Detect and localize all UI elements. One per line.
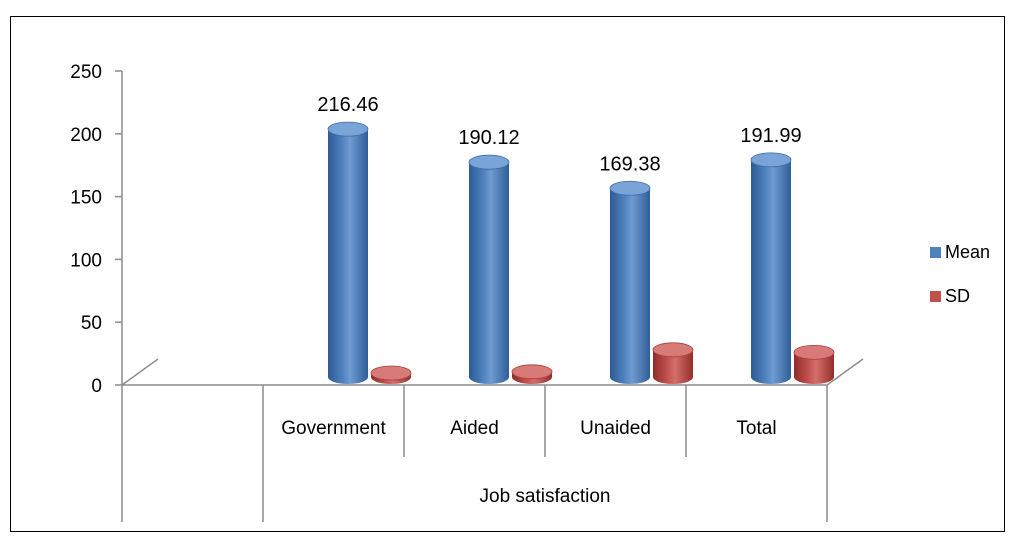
bar-mean xyxy=(609,180,651,384)
data-label: 169.38 xyxy=(599,153,660,175)
y-tick-label: 200 xyxy=(70,125,102,146)
bar-sd xyxy=(793,344,835,384)
data-label: 190.12 xyxy=(458,127,519,149)
floor-right-edge xyxy=(826,358,864,386)
legend-swatch-sd xyxy=(930,291,941,302)
category-label: Unaided xyxy=(580,418,651,439)
bar-sd xyxy=(511,364,553,384)
category-label: Total xyxy=(736,418,776,439)
y-tick-label: 0 xyxy=(91,376,102,397)
bar-mean xyxy=(468,154,510,384)
group-label: Job satisfaction xyxy=(480,486,611,507)
data-label: 216.46 xyxy=(317,94,378,116)
bar-sd xyxy=(652,342,694,384)
floor-left-edge xyxy=(121,358,159,386)
legend-label-sd: SD xyxy=(945,286,970,306)
chart-frame xyxy=(10,16,1005,532)
legend-swatch-mean xyxy=(930,247,941,258)
legend-label-mean: Mean xyxy=(945,242,990,262)
y-tick-label: 150 xyxy=(70,188,102,209)
y-tick-label: 50 xyxy=(81,313,102,334)
bar-mean xyxy=(750,152,792,384)
data-label: 191.99 xyxy=(740,125,801,147)
y-tick-label: 100 xyxy=(70,250,102,271)
y-tick-label: 250 xyxy=(70,62,102,83)
bar-mean xyxy=(327,121,369,384)
category-label: Aided xyxy=(450,418,499,439)
bar-sd xyxy=(370,365,412,384)
category-label: Government xyxy=(281,418,386,439)
